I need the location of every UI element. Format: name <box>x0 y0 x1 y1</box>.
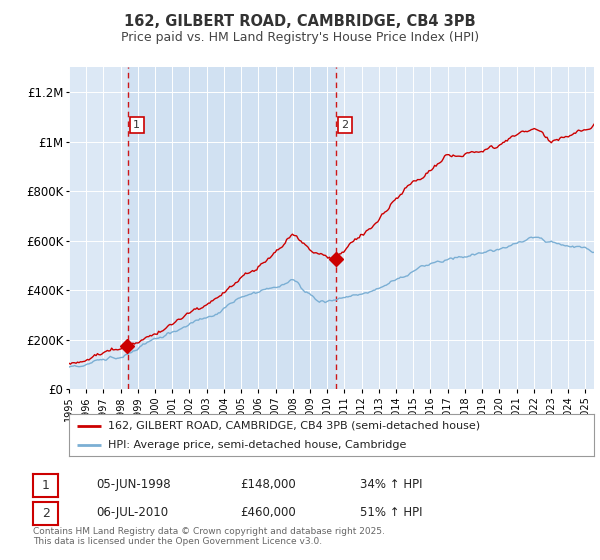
Text: 2: 2 <box>341 120 348 130</box>
Text: 34% ↑ HPI: 34% ↑ HPI <box>360 478 422 491</box>
Text: 05-JUN-1998: 05-JUN-1998 <box>96 478 170 491</box>
Text: 51% ↑ HPI: 51% ↑ HPI <box>360 506 422 519</box>
Text: £148,000: £148,000 <box>240 478 296 491</box>
Text: Price paid vs. HM Land Registry's House Price Index (HPI): Price paid vs. HM Land Registry's House … <box>121 31 479 44</box>
Text: Contains HM Land Registry data © Crown copyright and database right 2025.
This d: Contains HM Land Registry data © Crown c… <box>33 526 385 546</box>
Bar <box>128 67 336 389</box>
Text: £460,000: £460,000 <box>240 506 296 519</box>
Text: 06-JUL-2010: 06-JUL-2010 <box>96 506 168 519</box>
Text: 1: 1 <box>41 479 50 492</box>
Text: 2: 2 <box>41 507 50 520</box>
Text: 162, GILBERT ROAD, CAMBRIDGE, CB4 3PB (semi-detached house): 162, GILBERT ROAD, CAMBRIDGE, CB4 3PB (s… <box>109 421 481 431</box>
Text: HPI: Average price, semi-detached house, Cambridge: HPI: Average price, semi-detached house,… <box>109 440 407 450</box>
Text: 162, GILBERT ROAD, CAMBRIDGE, CB4 3PB: 162, GILBERT ROAD, CAMBRIDGE, CB4 3PB <box>124 14 476 29</box>
Text: 1: 1 <box>133 120 140 130</box>
